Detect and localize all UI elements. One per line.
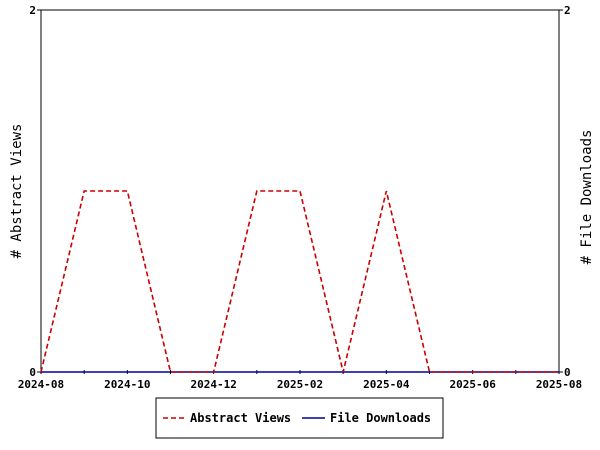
y-tick-label-right: 2 [564, 4, 571, 17]
y-tick-label-left: 0 [29, 366, 36, 379]
legend-label-abstract-views: Abstract Views [190, 411, 291, 425]
legend: Abstract Views File Downloads [155, 397, 444, 439]
y-tick-label-right: 0 [564, 366, 571, 379]
y-tick-label-left: 2 [29, 4, 36, 17]
x-tick-label: 2025-04 [363, 378, 410, 391]
x-tick-label: 2025-06 [449, 378, 496, 391]
x-tick-label: 2024-12 [190, 378, 236, 391]
y-axis-title-right: # File Downloads [579, 130, 595, 265]
tick-labels: 2024-08 2024-10 2024-12 2025-02 2025-04 2025-… [18, 4, 582, 391]
y-axis-title-left: # Abstract Views [9, 124, 25, 259]
series-line-abstract-views [40, 190, 559, 373]
x-tick-label: 2025-02 [277, 378, 323, 391]
x-tick-label: 2025-08 [536, 378, 582, 391]
legend-label-file-downloads: File Downloads [330, 411, 431, 425]
series-lines [40, 190, 559, 373]
x-tick-label: 2024-08 [18, 378, 64, 391]
x-tick-label: 2024-10 [104, 378, 150, 391]
